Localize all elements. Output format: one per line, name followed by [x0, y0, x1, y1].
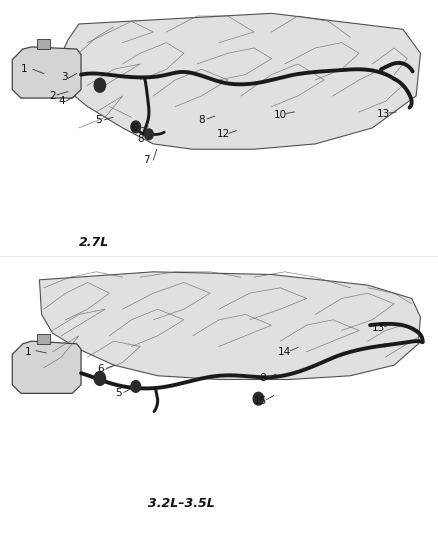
Text: 8: 8 [259, 374, 266, 383]
Text: 12: 12 [217, 130, 230, 139]
Circle shape [145, 129, 153, 140]
Circle shape [94, 78, 106, 92]
Circle shape [131, 381, 141, 392]
Polygon shape [12, 47, 81, 98]
Circle shape [94, 372, 106, 385]
Circle shape [131, 121, 141, 133]
Text: 15: 15 [254, 396, 267, 406]
Text: 5: 5 [115, 389, 122, 398]
Text: 8: 8 [198, 115, 205, 125]
Text: 3.2L–3.5L: 3.2L–3.5L [148, 497, 215, 510]
Text: 5: 5 [95, 115, 102, 125]
Text: 14: 14 [278, 347, 291, 357]
Text: 2.7L: 2.7L [79, 236, 110, 249]
Text: 7: 7 [143, 155, 150, 165]
Text: 1: 1 [25, 347, 32, 357]
Text: 10: 10 [274, 110, 287, 119]
Text: 6: 6 [130, 123, 137, 133]
Text: 8: 8 [137, 134, 144, 143]
Text: 13: 13 [372, 323, 385, 333]
Text: 4: 4 [58, 96, 65, 106]
Text: 6: 6 [97, 365, 104, 374]
Bar [37, 334, 50, 344]
Circle shape [253, 392, 264, 405]
Text: 1: 1 [21, 64, 28, 74]
Text: 3: 3 [61, 72, 68, 82]
Bar [37, 39, 50, 49]
Polygon shape [39, 272, 420, 379]
Polygon shape [12, 341, 81, 393]
Text: 2: 2 [49, 91, 56, 101]
Text: 13: 13 [377, 109, 390, 118]
Polygon shape [57, 13, 420, 149]
